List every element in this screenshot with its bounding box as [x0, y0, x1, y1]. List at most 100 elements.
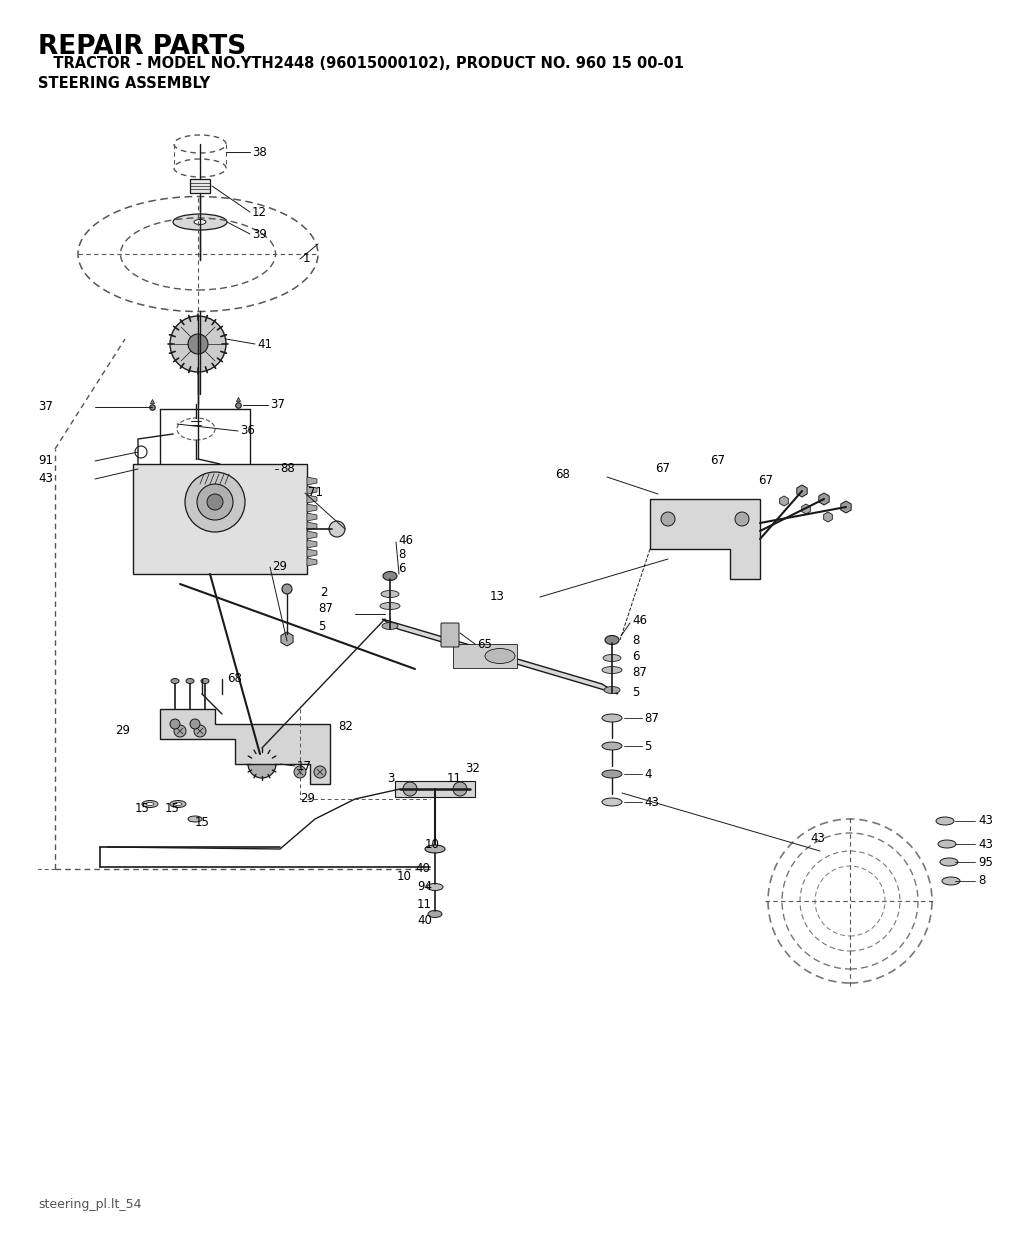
Polygon shape — [650, 499, 760, 579]
Polygon shape — [307, 549, 317, 558]
Polygon shape — [307, 522, 317, 530]
Text: 15: 15 — [135, 802, 150, 814]
Circle shape — [294, 766, 306, 778]
Circle shape — [170, 316, 226, 372]
Text: 2: 2 — [319, 586, 328, 598]
Polygon shape — [819, 493, 829, 506]
Ellipse shape — [170, 800, 186, 808]
Ellipse shape — [174, 803, 182, 805]
Text: 87: 87 — [318, 602, 333, 616]
Text: 46: 46 — [398, 534, 413, 546]
Text: 40: 40 — [417, 914, 432, 928]
Circle shape — [282, 584, 292, 593]
Polygon shape — [395, 781, 475, 797]
FancyBboxPatch shape — [441, 623, 459, 647]
Text: 68: 68 — [555, 468, 570, 482]
Ellipse shape — [485, 648, 515, 664]
Text: 10: 10 — [397, 871, 412, 883]
Ellipse shape — [938, 840, 956, 847]
Circle shape — [188, 335, 208, 354]
Text: TRACTOR - MODEL NO.YTH2448 (96015000102), PRODUCT NO. 960 15 00-01: TRACTOR - MODEL NO.YTH2448 (96015000102)… — [38, 56, 684, 71]
Text: 43: 43 — [644, 795, 658, 809]
Ellipse shape — [605, 636, 618, 644]
Text: 67: 67 — [758, 475, 773, 487]
Text: 36: 36 — [240, 425, 255, 437]
Ellipse shape — [171, 679, 179, 684]
Text: 68: 68 — [227, 673, 242, 685]
Text: 41: 41 — [257, 337, 272, 351]
Text: 29: 29 — [300, 793, 315, 805]
Ellipse shape — [602, 769, 622, 778]
Circle shape — [403, 782, 417, 795]
Text: 67: 67 — [710, 455, 725, 467]
Text: 12: 12 — [252, 206, 267, 218]
Text: 15: 15 — [165, 802, 180, 814]
Text: 38: 38 — [252, 145, 266, 159]
Circle shape — [197, 484, 233, 520]
Text: 37: 37 — [38, 400, 53, 414]
Ellipse shape — [146, 803, 154, 805]
Text: 88: 88 — [280, 462, 295, 476]
Polygon shape — [307, 532, 317, 539]
Polygon shape — [802, 504, 810, 514]
Ellipse shape — [427, 883, 443, 891]
Ellipse shape — [142, 800, 158, 808]
Circle shape — [174, 725, 186, 737]
Ellipse shape — [602, 798, 622, 807]
Text: 43: 43 — [978, 838, 993, 850]
Circle shape — [170, 719, 180, 729]
Text: 11: 11 — [417, 897, 432, 911]
Text: 5: 5 — [644, 740, 651, 752]
Polygon shape — [307, 540, 317, 548]
Circle shape — [194, 725, 206, 737]
Text: steering_pl.lt_54: steering_pl.lt_54 — [38, 1198, 141, 1211]
Ellipse shape — [173, 214, 227, 230]
Text: 3: 3 — [387, 772, 394, 786]
Polygon shape — [779, 496, 788, 506]
Circle shape — [453, 782, 467, 795]
Ellipse shape — [602, 714, 622, 722]
Text: 29: 29 — [272, 560, 287, 574]
Circle shape — [248, 750, 276, 778]
Circle shape — [314, 766, 326, 778]
Text: 6: 6 — [632, 649, 640, 663]
Circle shape — [190, 719, 200, 729]
Ellipse shape — [188, 817, 202, 821]
Text: 39: 39 — [252, 228, 267, 240]
Text: 65: 65 — [477, 638, 492, 652]
Text: 87: 87 — [632, 667, 647, 679]
Text: REPAIR PARTS: REPAIR PARTS — [38, 33, 246, 59]
Ellipse shape — [382, 622, 398, 629]
Circle shape — [207, 494, 223, 510]
Polygon shape — [307, 504, 317, 512]
Text: 1: 1 — [303, 253, 310, 265]
Polygon shape — [160, 709, 330, 784]
Ellipse shape — [381, 591, 399, 597]
Text: 71: 71 — [308, 487, 323, 499]
Text: 4: 4 — [644, 767, 651, 781]
FancyBboxPatch shape — [190, 178, 210, 193]
Text: 46: 46 — [632, 615, 647, 627]
Polygon shape — [281, 632, 293, 646]
Polygon shape — [307, 513, 317, 522]
Text: 8: 8 — [398, 548, 406, 560]
Text: 40: 40 — [415, 862, 430, 876]
Ellipse shape — [602, 667, 622, 674]
Polygon shape — [797, 484, 807, 497]
Ellipse shape — [604, 686, 620, 694]
Polygon shape — [133, 463, 307, 574]
Text: 15: 15 — [195, 815, 210, 829]
Text: 91: 91 — [38, 455, 53, 467]
Text: 32: 32 — [465, 762, 480, 776]
Text: 95: 95 — [978, 855, 993, 869]
Text: 5: 5 — [632, 685, 639, 699]
Circle shape — [329, 522, 345, 536]
Text: 5: 5 — [318, 620, 326, 632]
Text: 6: 6 — [398, 561, 406, 575]
Ellipse shape — [383, 571, 397, 581]
Polygon shape — [382, 620, 618, 694]
FancyBboxPatch shape — [453, 644, 517, 668]
Polygon shape — [307, 496, 317, 503]
Ellipse shape — [428, 911, 442, 918]
Text: 67: 67 — [655, 462, 670, 476]
